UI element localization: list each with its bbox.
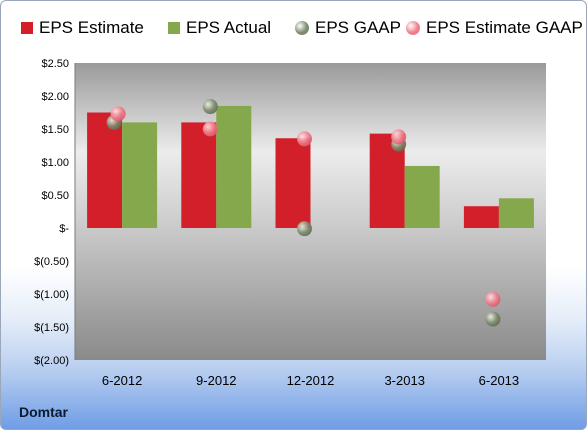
legend-eps-estimate-gaap: EPS Estimate GAAP xyxy=(406,15,583,41)
y-tick-label: $1.50 xyxy=(41,124,69,136)
point-eps-gaap xyxy=(202,99,218,115)
company-name: Domtar xyxy=(19,404,69,420)
y-tick-label: $0.50 xyxy=(41,190,69,202)
legend-label-eps-estimate: EPS Estimate xyxy=(39,18,144,37)
point-eps-estimate-gaap xyxy=(297,131,312,147)
legend-label-eps-actual: EPS Actual xyxy=(186,18,272,37)
y-tick-label: $(1.50) xyxy=(34,322,69,334)
legend-swatch-eps-actual xyxy=(168,22,180,34)
legend-swatch-eps-estimate xyxy=(21,22,33,34)
point-eps-estimate-gaap xyxy=(110,106,126,122)
bar-eps-estimate xyxy=(275,138,311,228)
y-tick-label: $(2.00) xyxy=(34,355,69,367)
bar-eps-estimate xyxy=(181,122,217,228)
legend-swatch-eps-gaap xyxy=(295,21,309,35)
bar-eps-actual xyxy=(122,122,158,228)
y-tick-label: $- xyxy=(59,223,69,235)
point-eps-estimate-gaap xyxy=(485,291,501,307)
bar-eps-estimate xyxy=(463,206,499,228)
legend-eps-gaap: EPS GAAP xyxy=(295,15,401,41)
y-tick-label: $2.00 xyxy=(41,91,69,103)
legend-eps-actual: EPS Actual xyxy=(168,15,271,41)
x-tick-label: 6-2012 xyxy=(102,373,142,388)
y-tick-label: $2.50 xyxy=(41,58,69,70)
point-eps-estimate-gaap xyxy=(391,129,407,145)
bar-eps-actual xyxy=(216,105,252,228)
x-tick-label: 6-2013 xyxy=(479,373,519,388)
bar-eps-estimate xyxy=(87,112,123,228)
point-eps-gaap xyxy=(297,221,312,237)
y-tick-label: $1.00 xyxy=(41,157,69,169)
legend-label-eps-estimate-gaap: EPS Estimate GAAP xyxy=(426,18,583,37)
bar-eps-actual xyxy=(404,165,440,228)
legend-eps-estimate: EPS Estimate xyxy=(21,15,144,41)
legend-swatch-eps-estimate-gaap xyxy=(406,21,420,35)
x-tick-label: 12-2012 xyxy=(287,373,335,388)
point-eps-estimate-gaap xyxy=(202,121,218,137)
bar-eps-actual xyxy=(498,198,534,228)
legend-label-eps-gaap: EPS GAAP xyxy=(315,18,401,37)
y-tick-label: $(1.00) xyxy=(34,289,69,301)
y-tick-label: $(0.50) xyxy=(34,256,69,268)
x-tick-label: 9-2012 xyxy=(196,373,236,388)
x-tick-label: 3-2013 xyxy=(384,373,424,388)
point-eps-gaap xyxy=(485,311,501,327)
